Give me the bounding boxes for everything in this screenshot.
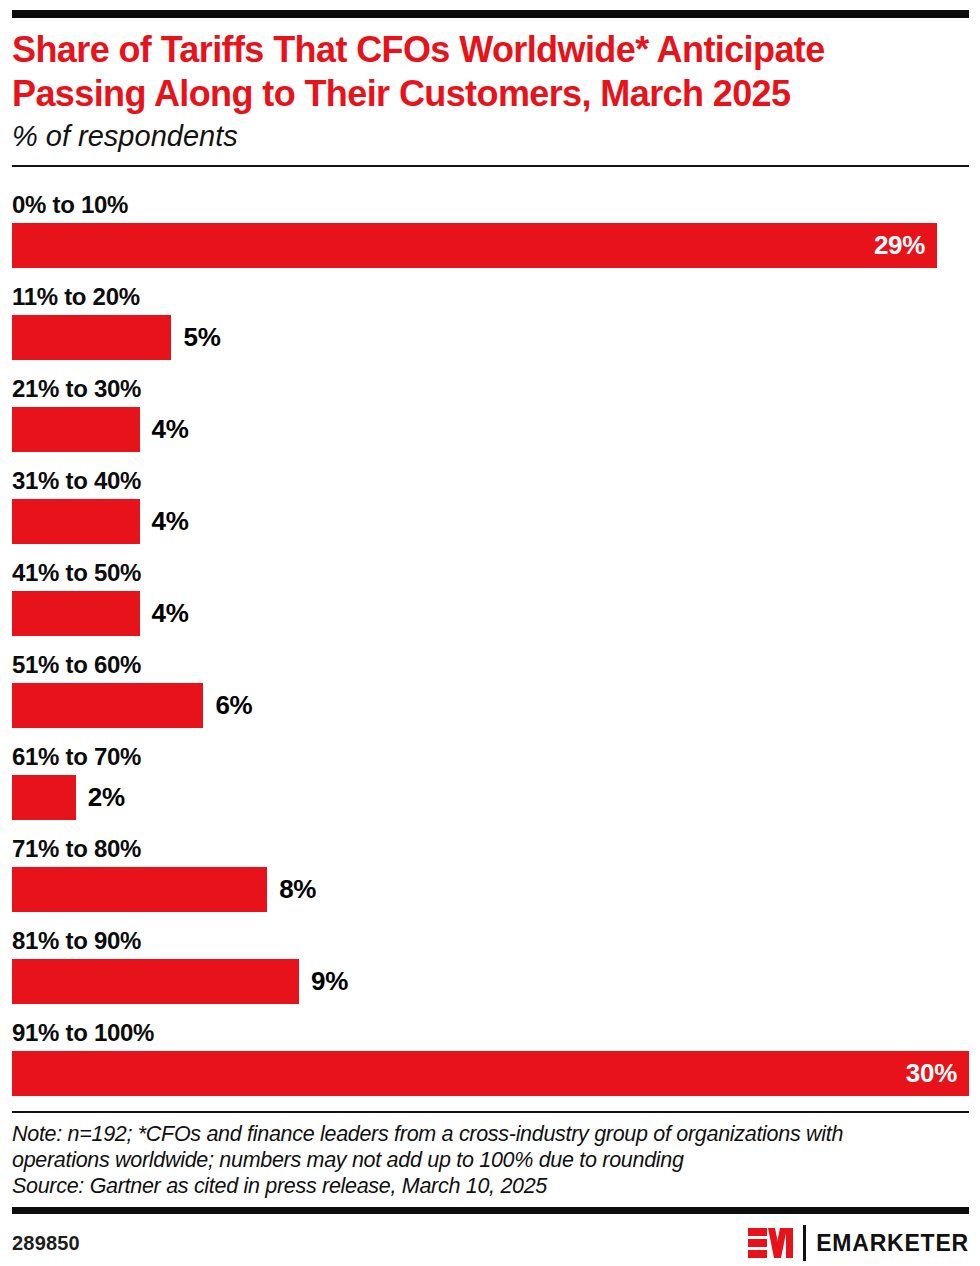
bar-track: 9% [12,959,969,1004]
chart-row: 11% to 20% 5% [12,283,969,360]
chart-card: Share of Tariffs That CFOs Worldwide* An… [0,0,980,1266]
footer: 289850 EMARKETER [12,1222,969,1264]
logo-divider [803,1225,806,1261]
bar-value-label: 4% [152,598,189,629]
chart-id: 289850 [12,1232,80,1255]
bottom-divider [12,1207,969,1214]
note-line-2: operations worldwide; numbers may not ad… [12,1147,969,1173]
chart-title-line1: Share of Tariffs That CFOs Worldwide* An… [12,28,969,72]
bar [12,315,171,360]
bar [12,407,140,452]
bar-category-label: 41% to 50% [12,559,969,586]
chart-row: 21% to 30% 4% [12,375,969,452]
chart-title-line2: Passing Along to Their Customers, March … [12,72,969,116]
bar-value-label: 8% [279,874,316,905]
bar-category-label: 21% to 30% [12,375,969,402]
bar [12,499,140,544]
chart-row: 71% to 80% 8% [12,835,969,912]
bar: 29% [12,223,937,268]
em-monogram-icon [747,1227,793,1259]
bar-value-label: 2% [88,782,125,813]
chart-title: Share of Tariffs That CFOs Worldwide* An… [12,28,969,116]
bar [12,591,140,636]
bar-chart: 0% to 10%29%11% to 20%5%21% to 30%4%31% … [12,191,969,1096]
bar-category-label: 61% to 70% [12,743,969,770]
bar-track: 4% [12,407,969,452]
bar-value-label: 30% [906,1058,969,1089]
chart-subtitle: % of respondents [12,120,969,153]
chart-row: 81% to 90% 9% [12,927,969,1004]
bar-track: 4% [12,591,969,636]
bar-track: 2% [12,775,969,820]
bar-category-label: 71% to 80% [12,835,969,862]
header-divider [12,165,969,167]
bar-track: 6% [12,683,969,728]
chart-row: 41% to 50% 4% [12,559,969,636]
bar-value-label: 4% [152,506,189,537]
chart-row: 0% to 10% 29% [12,191,969,268]
bar-track: 8% [12,867,969,912]
note-line-1: Note: n=192; *CFOs and finance leaders f… [12,1121,969,1147]
source-line: Source: Gartner as cited in press releas… [12,1173,969,1199]
bar-category-label: 81% to 90% [12,927,969,954]
chart-row: 51% to 60% 6% [12,651,969,728]
bar-value-label: 5% [183,322,220,353]
bar [12,775,76,820]
bar [12,867,267,912]
bar-category-label: 0% to 10% [12,191,969,218]
bar-value-label: 9% [311,966,348,997]
bar: 30% [12,1051,969,1096]
bar-value-label: 6% [215,690,252,721]
bar-track: 5% [12,315,969,360]
footnote-divider [12,1111,969,1113]
bar-category-label: 11% to 20% [12,283,969,310]
bar-track: 29% [12,223,969,268]
bar-track: 30% [12,1051,969,1096]
bar-category-label: 91% to 100% [12,1019,969,1046]
bar-track: 4% [12,499,969,544]
bar-value-label: 29% [874,230,937,261]
emarketer-wordmark: EMARKETER [816,1230,969,1257]
bar-value-label: 4% [152,414,189,445]
top-divider [12,10,969,18]
bar-category-label: 51% to 60% [12,651,969,678]
bar [12,683,203,728]
chart-row: 91% to 100% 30% [12,1019,969,1096]
chart-row: 31% to 40% 4% [12,467,969,544]
emarketer-logo: EMARKETER [747,1225,969,1261]
bar-category-label: 31% to 40% [12,467,969,494]
bar [12,959,299,1004]
chart-row: 61% to 70% 2% [12,743,969,820]
chart-note: Note: n=192; *CFOs and finance leaders f… [12,1121,969,1199]
